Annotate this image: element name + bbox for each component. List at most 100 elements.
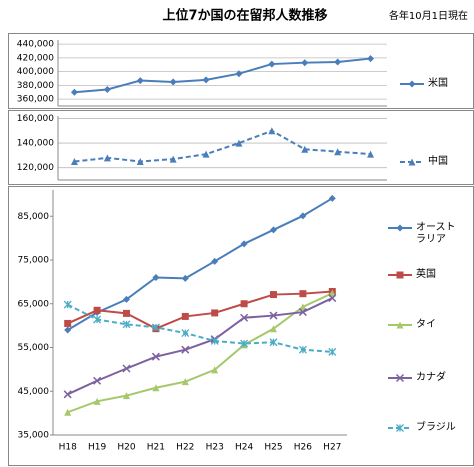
marker	[151, 323, 160, 332]
marker	[64, 408, 72, 416]
marker	[202, 76, 210, 84]
marker	[70, 88, 78, 96]
marker	[301, 59, 309, 67]
y-tick-label: 120,000	[17, 163, 54, 173]
marker	[103, 86, 111, 93]
marker	[367, 55, 375, 63]
marker	[63, 300, 72, 309]
line	[67, 292, 333, 414]
legend-marker	[396, 321, 404, 329]
marker	[93, 315, 102, 324]
marker	[211, 309, 219, 317]
y-tick-label: 380,000	[17, 81, 54, 91]
legend-marker	[396, 424, 404, 432]
marker	[235, 139, 243, 147]
line	[67, 297, 333, 396]
marker	[202, 150, 210, 158]
line	[74, 129, 371, 163]
legend-label: ブラジル	[416, 422, 456, 433]
marker	[93, 397, 101, 405]
marker	[270, 291, 277, 299]
legend-label: カナダ	[416, 372, 446, 383]
marker	[64, 319, 72, 327]
x-tick-label: H25	[264, 443, 282, 453]
marker	[240, 313, 249, 322]
marker	[181, 274, 189, 282]
marker	[268, 127, 276, 135]
y-tick-label: 420,000	[17, 53, 54, 63]
marker	[301, 145, 309, 153]
marker	[123, 309, 130, 317]
marker	[298, 308, 307, 317]
marker	[151, 352, 160, 361]
marker	[299, 290, 307, 298]
marker	[93, 376, 102, 385]
legend-label: タイ	[416, 319, 436, 330]
marker	[169, 155, 177, 163]
marker	[328, 294, 337, 303]
y-tick-label: 75,000	[18, 256, 50, 266]
y-tick-label: 160,000	[17, 114, 54, 124]
marker	[235, 70, 243, 78]
y-tick-label: 140,000	[17, 139, 54, 149]
legend-marker	[395, 373, 405, 383]
marker	[64, 326, 72, 334]
line	[74, 57, 371, 94]
y-tick-label: 360,000	[17, 95, 54, 105]
marker	[211, 366, 219, 374]
y-tick-label: 55,000	[18, 343, 50, 353]
x-tick-label: H26	[294, 443, 312, 453]
marker	[240, 240, 248, 248]
y-tick-label: 35,000	[18, 431, 50, 441]
marker	[334, 58, 342, 66]
marker	[299, 303, 307, 311]
panel-frame	[8, 110, 474, 185]
x-tick-label: H27	[323, 443, 341, 453]
y-tick-label: 440,000	[17, 40, 54, 50]
marker	[63, 390, 72, 399]
y-tick-label: 65,000	[18, 299, 50, 309]
note: 各年10月1日現在	[389, 9, 468, 22]
legend-marker	[408, 158, 416, 166]
marker	[136, 77, 144, 85]
marker	[269, 311, 278, 320]
marker	[328, 194, 336, 202]
marker	[181, 378, 189, 386]
legend-label: オーストラリア	[416, 222, 456, 245]
marker	[299, 212, 307, 220]
marker	[152, 384, 160, 392]
marker	[268, 60, 276, 68]
x-tick-label: H24	[235, 443, 253, 453]
marker	[298, 345, 307, 354]
marker	[181, 329, 190, 338]
panel-frame	[8, 33, 474, 109]
x-tick-label: H21	[147, 443, 165, 453]
marker	[103, 154, 111, 162]
marker	[93, 306, 101, 314]
marker	[181, 345, 190, 354]
marker	[328, 289, 336, 297]
marker	[70, 158, 78, 166]
marker	[169, 78, 177, 86]
marker	[269, 338, 278, 347]
x-tick-label: H18	[59, 443, 77, 453]
y-tick-label: 85,000	[18, 212, 50, 222]
legend-marker	[396, 224, 404, 232]
legend-label: 中国	[428, 156, 448, 167]
legend-marker	[408, 80, 416, 88]
marker	[240, 339, 249, 348]
line	[67, 303, 333, 353]
marker	[270, 325, 277, 333]
marker	[122, 320, 131, 329]
marker	[136, 158, 144, 166]
line	[67, 290, 333, 330]
legend-label: 英国	[416, 269, 436, 280]
chart-title: 上位7か国の在留邦人数推移	[162, 8, 327, 24]
x-tick-label: H20	[117, 443, 135, 453]
marker	[334, 148, 342, 156]
legend-label: 米国	[428, 78, 448, 89]
line	[67, 197, 333, 331]
marker	[123, 295, 130, 303]
x-tick-label: H19	[88, 443, 106, 453]
